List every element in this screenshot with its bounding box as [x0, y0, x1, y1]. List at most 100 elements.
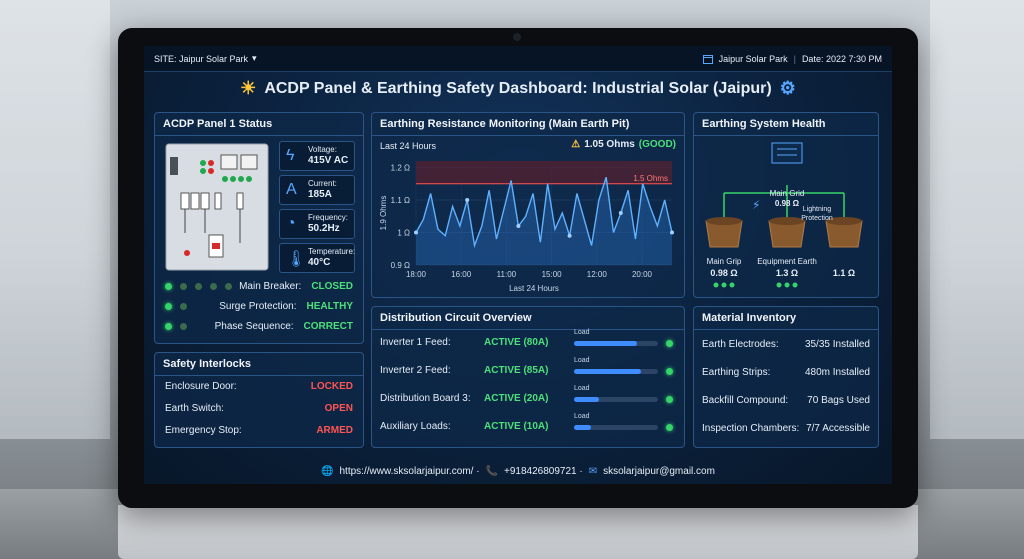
- data-point: [516, 224, 521, 228]
- metric-tile: 🌡 Temperature: 40°C: [279, 243, 355, 273]
- metric-label: Frequency:: [308, 213, 349, 222]
- gear-lightning-icon: ⚙: [779, 78, 796, 98]
- y-axis-label: 1.9 Ohms: [379, 196, 388, 231]
- earthing-monitor-panel: Earthing Resistance Monitoring (Main Ear…: [371, 112, 685, 298]
- metric-value: 40°C: [308, 257, 331, 268]
- load-bar-fill: [574, 397, 600, 402]
- status-label: Surge Protection:: [219, 301, 297, 312]
- thermometer-icon: 🌡: [286, 251, 307, 268]
- globe-icon: 🌐: [321, 465, 334, 477]
- main-grid-label: Main Grid: [769, 189, 805, 198]
- circuit-status-dot: [666, 340, 673, 347]
- circuit-status-dot: [666, 368, 673, 375]
- y-tick-label: 1 Ω: [397, 229, 410, 238]
- circuit-status-dot: [666, 396, 673, 403]
- svg-text:⚡: ⚡: [752, 198, 760, 212]
- reading-value: 1.05 Ohms: [584, 139, 635, 150]
- data-point: [670, 230, 674, 235]
- circuit-status: ACTIVE (20A): [484, 393, 549, 404]
- status-indicators: [165, 303, 187, 310]
- metric-value: 415V AC: [308, 155, 349, 166]
- acdp-cabinet-image: [165, 143, 269, 271]
- circuit-label: Inverter 2 Feed:: [380, 365, 451, 376]
- email-link[interactable]: sksolarjaipur@gmail.com: [603, 465, 715, 477]
- status-value: CORRECT: [303, 321, 353, 332]
- status-indicators: [165, 323, 187, 330]
- metric-label: Voltage:: [308, 145, 337, 154]
- interlock-value: OPEN: [324, 403, 353, 414]
- status-label: Main Breaker:: [239, 281, 302, 292]
- gauge-icon: ◔: [286, 215, 296, 232]
- metric-tile: ϟ Voltage: 415V AC: [279, 141, 355, 171]
- metric-label: Temperature:: [308, 247, 356, 256]
- status-dot: [225, 283, 232, 290]
- distribution-panel: Distribution Circuit Overview Inverter 1…: [371, 306, 685, 448]
- load-label: Load: [574, 329, 590, 336]
- earthing-resistance-chart: 1.2 Ω 1.1 Ω 1 Ω 0.9 Ω18:00 16:00 11:00 15:00 12…: [379, 161, 674, 293]
- pit-label: Main Grip: [706, 257, 742, 266]
- x-tick-label: 12:00: [587, 270, 608, 279]
- website-link[interactable]: https://www.sksolarjaipur.com/ ·: [339, 465, 480, 477]
- acdp-panel: ACDP Panel 1 Status ϟ Voltage: 415V AC A Cur…: [154, 112, 364, 344]
- inventory-value: 70 Bags Used: [807, 395, 870, 406]
- metric-label: Current:: [308, 179, 337, 188]
- circuit-status-dot: [666, 424, 673, 431]
- circuit-label: Auxiliary Loads:: [380, 421, 451, 432]
- status-row: Phase Sequence: CORRECT: [215, 321, 353, 332]
- pit-value: 0.98 Ω: [710, 268, 738, 278]
- pit-value: 1.1 Ω: [832, 268, 856, 278]
- pit-label: Equipment Earth: [757, 257, 817, 266]
- y-tick-label: 0.9 Ω: [391, 261, 410, 270]
- status-dot: [180, 323, 187, 330]
- x-axis-label: Last 24 Hours: [509, 284, 559, 293]
- interlock-value: LOCKED: [310, 381, 353, 392]
- status-dot: [210, 283, 217, 290]
- site-selector-label: SITE: Jaipur Solar Park: [154, 53, 249, 64]
- period-label: Last 24 Hours: [380, 141, 437, 151]
- status-row: Main Breaker: CLOSED: [239, 281, 353, 292]
- circuit-label: Distribution Board 3:: [380, 393, 471, 404]
- camera-icon: [513, 33, 521, 41]
- safety-interlocks-panel: Safety Interlocks Enclosure Door: LOCKED E…: [154, 352, 364, 448]
- location-label: Jaipur Solar Park: [718, 53, 788, 64]
- metric-tile: A Current: 185A: [279, 175, 355, 205]
- background-window: [0, 0, 110, 439]
- status-row: Surge Protection: HEALTHY: [219, 301, 353, 312]
- load-bar-fill: [574, 369, 642, 374]
- load-label: Load: [574, 413, 590, 420]
- data-point: [618, 211, 623, 215]
- date-label: Date: 2022 7:30 PM: [801, 53, 882, 64]
- circuit-status: ACTIVE (80A): [484, 337, 549, 348]
- y-tick-label: 1.2 Ω: [391, 164, 410, 173]
- threshold-label: 1.5 Ohms: [633, 174, 668, 183]
- email-icon: ✉: [588, 465, 598, 477]
- phone-icon: 📞: [485, 465, 498, 477]
- inventory-value: 480m Installed: [804, 367, 870, 378]
- x-tick-label: 20:00: [632, 270, 653, 279]
- status-dot: [165, 303, 172, 310]
- interlock-label: Enclosure Door:: [165, 381, 237, 392]
- footer: 🌐 https://www.sksolarjaipur.com/ · 📞 +91…: [144, 458, 892, 484]
- site-selector[interactable]: SITE: Jaipur Solar Park ▾: [154, 53, 257, 64]
- page-title-text: ACDP Panel & Earthing Safety Dashboard: …: [264, 79, 772, 97]
- calendar-icon: [702, 54, 713, 64]
- circuit-status: ACTIVE (10A): [484, 421, 549, 432]
- divider: |: [793, 53, 796, 64]
- monitor-chin: [118, 505, 918, 559]
- dashboard-screen: SITE: Jaipur Solar Park ▾ Jaipur Solar P…: [144, 46, 892, 484]
- earthing-health-title: Earthing System Health: [694, 113, 878, 136]
- lightning-protection-label: Lightning Protection: [801, 206, 833, 222]
- load-label: Load: [574, 385, 590, 392]
- pit-value: 1.3 Ω: [775, 268, 799, 278]
- reading-status: (GOOD): [638, 139, 676, 150]
- data-point: [465, 198, 470, 202]
- x-tick-label: 18:00: [406, 270, 427, 279]
- status-label: Phase Sequence:: [214, 321, 294, 332]
- interlock-value: ARMED: [316, 425, 353, 436]
- metric-value: 50.2Hz: [308, 223, 340, 234]
- status-value: HEALTHY: [306, 301, 353, 312]
- status-dot: [195, 283, 202, 290]
- inventory-value: 35/35 Installed: [804, 339, 870, 350]
- phone-link[interactable]: +918426809721 ·: [504, 465, 583, 477]
- earthing-diagram: ⚡: [705, 142, 863, 288]
